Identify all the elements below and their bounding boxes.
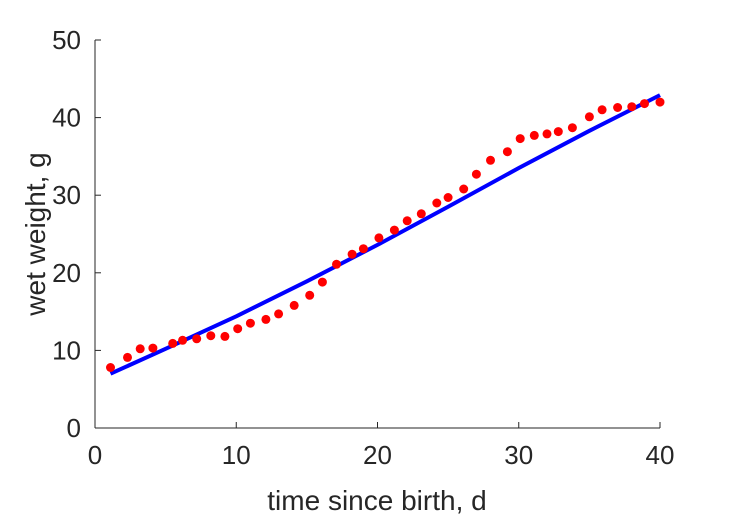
data-point <box>123 352 132 362</box>
data-point <box>332 259 341 269</box>
y-tick-label: 40 <box>52 103 81 133</box>
ticks-layer: 0 10 20 30 40 0 10 20 30 40 50 <box>52 25 674 470</box>
data-point <box>347 249 357 259</box>
data-point <box>627 102 637 112</box>
axes-layer <box>94 40 660 429</box>
data-point <box>567 123 577 133</box>
data-point <box>148 343 158 353</box>
data-point <box>655 97 665 107</box>
x-tick-label: 10 <box>222 440 251 470</box>
data-point <box>168 338 178 348</box>
data-point <box>261 314 271 324</box>
data-point <box>206 331 216 341</box>
y-axis-label: wet weight, g <box>20 152 51 316</box>
data-point <box>358 244 368 254</box>
x-tick-label: 20 <box>363 440 392 470</box>
data-point <box>192 334 202 344</box>
data-point <box>459 184 469 194</box>
data-point <box>502 147 512 157</box>
data-point <box>135 344 145 354</box>
x-tick-label: 30 <box>504 440 533 470</box>
y-tick-label: 50 <box>52 25 81 55</box>
fit-line <box>109 93 661 376</box>
data-point <box>432 198 442 208</box>
y-tick-label: 20 <box>52 258 81 288</box>
fit-line-layer <box>109 93 661 376</box>
x-tick-label: 40 <box>646 440 675 470</box>
data-point <box>553 127 563 137</box>
data-points-layer <box>106 97 665 372</box>
data-point <box>317 277 327 287</box>
data-point <box>584 112 594 122</box>
data-point <box>305 290 315 300</box>
data-point <box>443 193 453 202</box>
data-point <box>374 233 384 243</box>
y-tick-label: 10 <box>52 335 81 365</box>
y-tick-label: 0 <box>67 413 81 443</box>
data-point <box>274 309 284 319</box>
data-point <box>542 129 552 139</box>
data-point <box>389 225 399 235</box>
data-point <box>471 169 481 179</box>
y-tick-label: 30 <box>52 180 81 210</box>
data-point <box>613 103 623 112</box>
x-tick-label: 0 <box>88 440 102 470</box>
data-point <box>233 324 243 334</box>
data-point <box>245 318 255 328</box>
data-point <box>289 300 299 310</box>
data-point <box>402 216 412 226</box>
data-point <box>597 105 607 115</box>
data-point <box>220 331 230 341</box>
data-point <box>178 335 188 345</box>
data-point <box>416 209 426 219</box>
data-point <box>515 134 525 144</box>
data-point <box>486 155 495 165</box>
data-point <box>640 99 649 109</box>
data-point <box>106 363 115 372</box>
x-axis-label: time since birth, d <box>267 485 486 516</box>
data-point <box>529 130 539 140</box>
